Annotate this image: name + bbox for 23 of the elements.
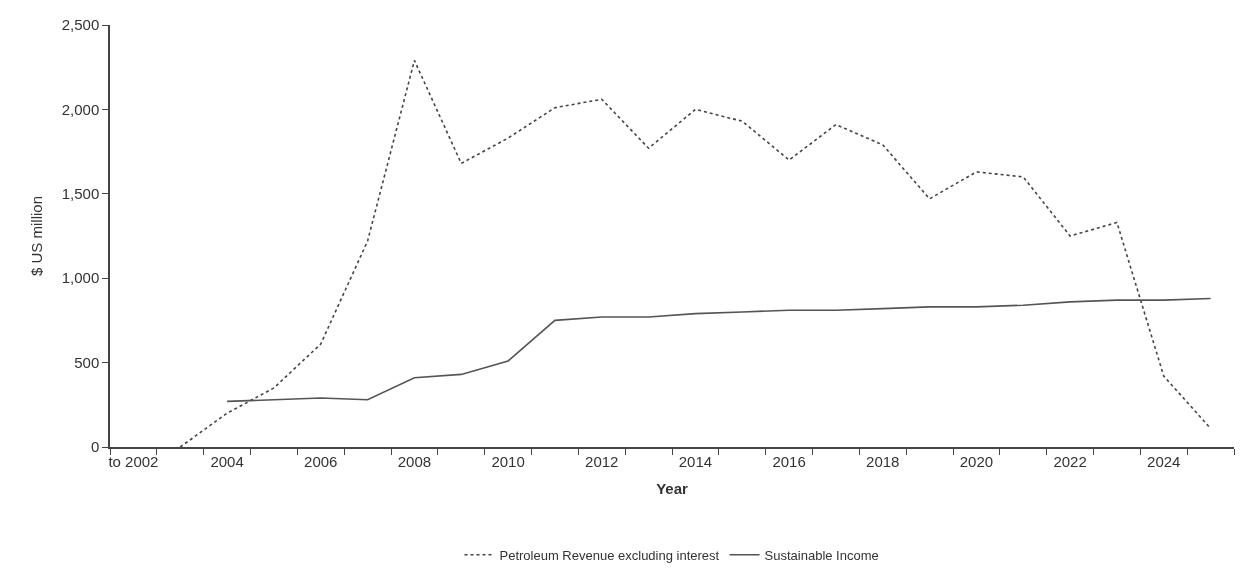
x-tick-label: 2016 — [772, 452, 806, 470]
legend-label: Petroleum Revenue excluding interest — [499, 547, 720, 563]
x-tick-label: 2022 — [1053, 452, 1087, 470]
legend-label: Sustainable Income — [764, 547, 879, 563]
line-series — [226, 297, 1212, 403]
y-axis-title: $ US million — [28, 195, 46, 277]
x-tick-label: 2006 — [304, 452, 338, 470]
x-tick-label: 2008 — [397, 452, 432, 470]
x-tick-label: 2024 — [1147, 452, 1181, 470]
y-tick-label: 500 — [74, 353, 100, 371]
x-tick-label: 2018 — [866, 452, 900, 470]
y-tick-label: 2,500 — [61, 16, 100, 34]
x-tick-label: to 2002 — [108, 452, 159, 470]
y-tick-label: 0 — [90, 438, 100, 456]
y-tick-label: 1,500 — [61, 185, 100, 203]
y-tick-label: 1,000 — [61, 269, 100, 287]
x-tick-label: 2020 — [959, 452, 994, 470]
x-axis-title: Year — [656, 480, 689, 498]
x-tick-label: 2014 — [678, 452, 713, 470]
x-tick-label: 2004 — [210, 452, 244, 470]
x-tick-label: 2010 — [491, 452, 525, 470]
y-tick-label: 2,000 — [61, 100, 100, 118]
x-tick-label: 2012 — [585, 452, 619, 470]
